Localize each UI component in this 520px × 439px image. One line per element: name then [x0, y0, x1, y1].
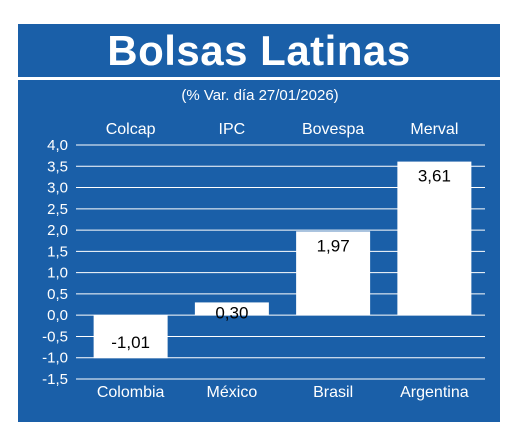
y-tick-label: 2,5	[47, 201, 68, 218]
bar	[296, 231, 371, 316]
bar-value-label: -1,01	[111, 333, 150, 352]
y-tick-label: -0,5	[42, 328, 68, 345]
y-tick-label: -1,0	[42, 350, 68, 367]
index-name-label: Bovespa	[302, 121, 364, 138]
x-category-label: México	[207, 384, 258, 401]
x-category-label: Brasil	[313, 384, 353, 401]
title-bar: Bolsas Latinas	[18, 24, 500, 80]
chart-subtitle: (% Var. día 27/01/2026)	[181, 87, 339, 104]
bar-value-label: 1,97	[317, 236, 350, 255]
y-tick-label: 3,5	[47, 158, 68, 175]
bar-value-label: 3,61	[418, 167, 451, 186]
y-tick-label: 4,0	[47, 137, 68, 154]
bar	[397, 161, 472, 316]
y-tick-label: 1,0	[47, 265, 68, 282]
bar	[93, 315, 168, 359]
y-tick-label: 1,5	[47, 243, 68, 260]
y-tick-label: -1,5	[42, 371, 68, 388]
bar	[194, 302, 269, 316]
y-tick-label: 0,0	[47, 307, 68, 324]
y-tick-label: 2,0	[47, 222, 68, 239]
x-category-label: Argentina	[400, 384, 469, 401]
index-name-label: Merval	[410, 121, 458, 138]
index-name-label: Colcap	[106, 121, 156, 138]
chart-title: Bolsas Latinas	[107, 26, 411, 74]
y-tick-label: 0,5	[47, 286, 68, 303]
index-name-label: IPC	[219, 121, 246, 138]
bar-value-label: 0,30	[215, 303, 248, 322]
x-category-label: Colombia	[97, 384, 165, 401]
y-tick-label: 3,0	[47, 180, 68, 197]
